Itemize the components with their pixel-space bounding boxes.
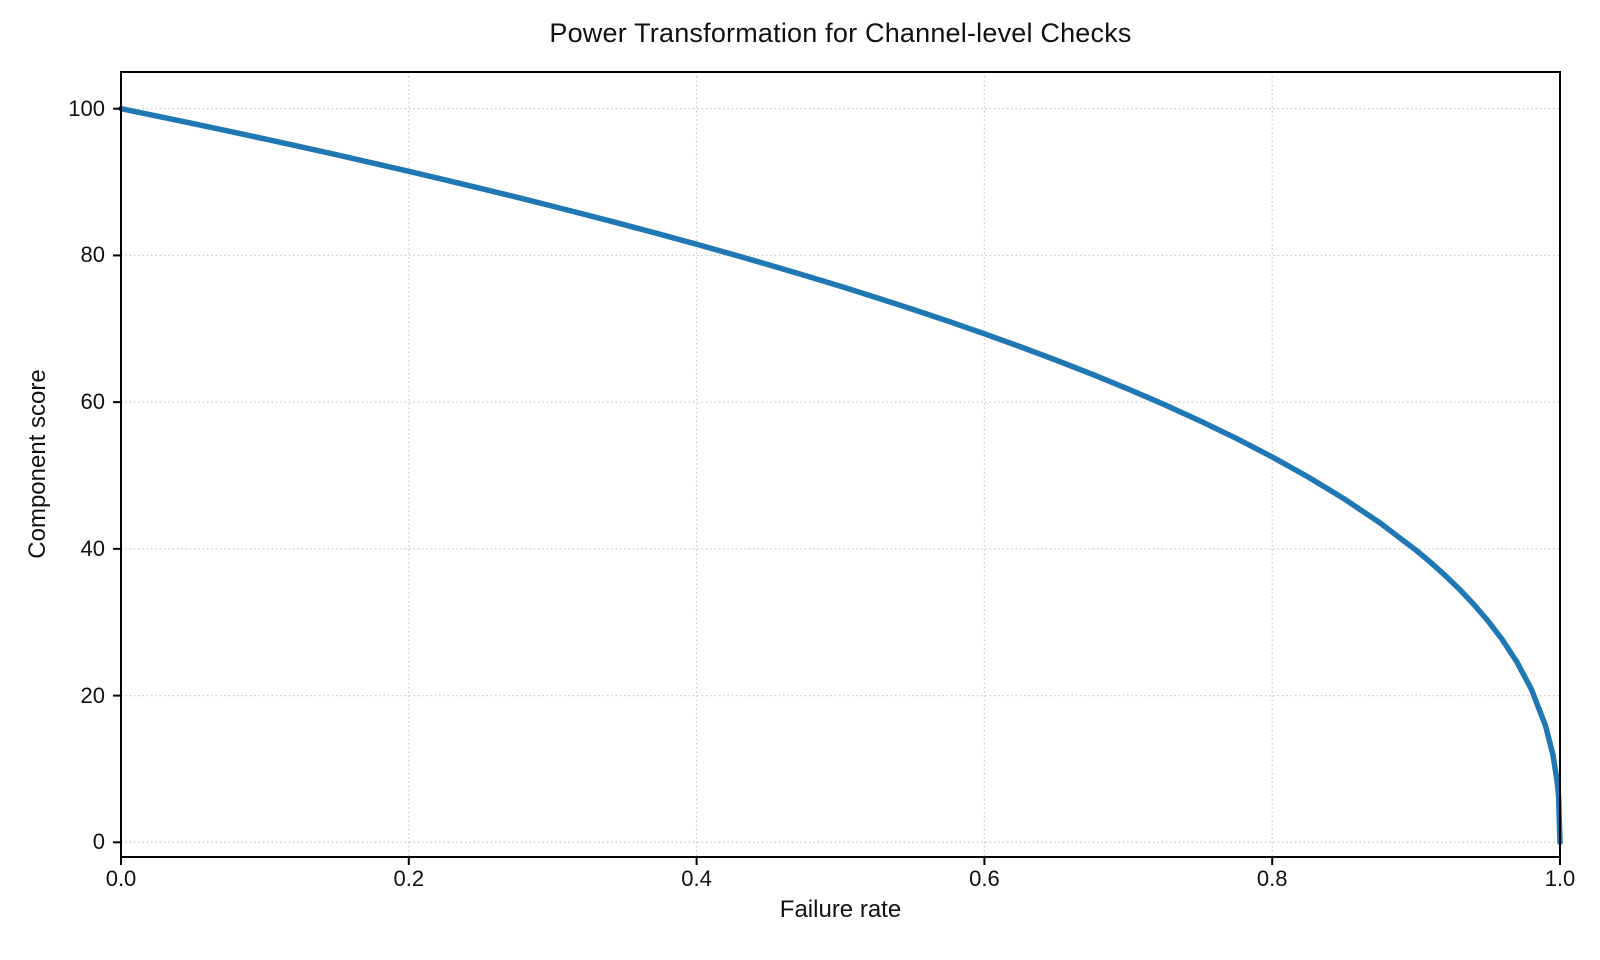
y-tick-label: 100 [68, 95, 105, 121]
y-tick-label: 20 [80, 682, 105, 708]
x-tick-label: 0.8 [1256, 866, 1288, 891]
series-line [118, 105, 1563, 846]
y-tick-label: 60 [80, 389, 105, 415]
y-axis-label: Component score [24, 369, 51, 559]
y-tick-label: 40 [80, 535, 105, 561]
x-tick-label: 1.0 [1544, 866, 1576, 891]
x-axis-label: Failure rate [779, 896, 902, 923]
axes-spines [120, 71, 1561, 858]
x-tick-label: 0.4 [681, 866, 712, 891]
y-tick-label: 80 [80, 242, 105, 268]
x-tick-label: 0.2 [393, 866, 425, 891]
x-tick-label: 0.6 [969, 866, 1000, 891]
y-tick-label: 0 [92, 829, 105, 855]
chart-title: Power Transformation for Channel-level C… [549, 18, 1132, 48]
x-tick-label: 0.0 [105, 866, 137, 891]
